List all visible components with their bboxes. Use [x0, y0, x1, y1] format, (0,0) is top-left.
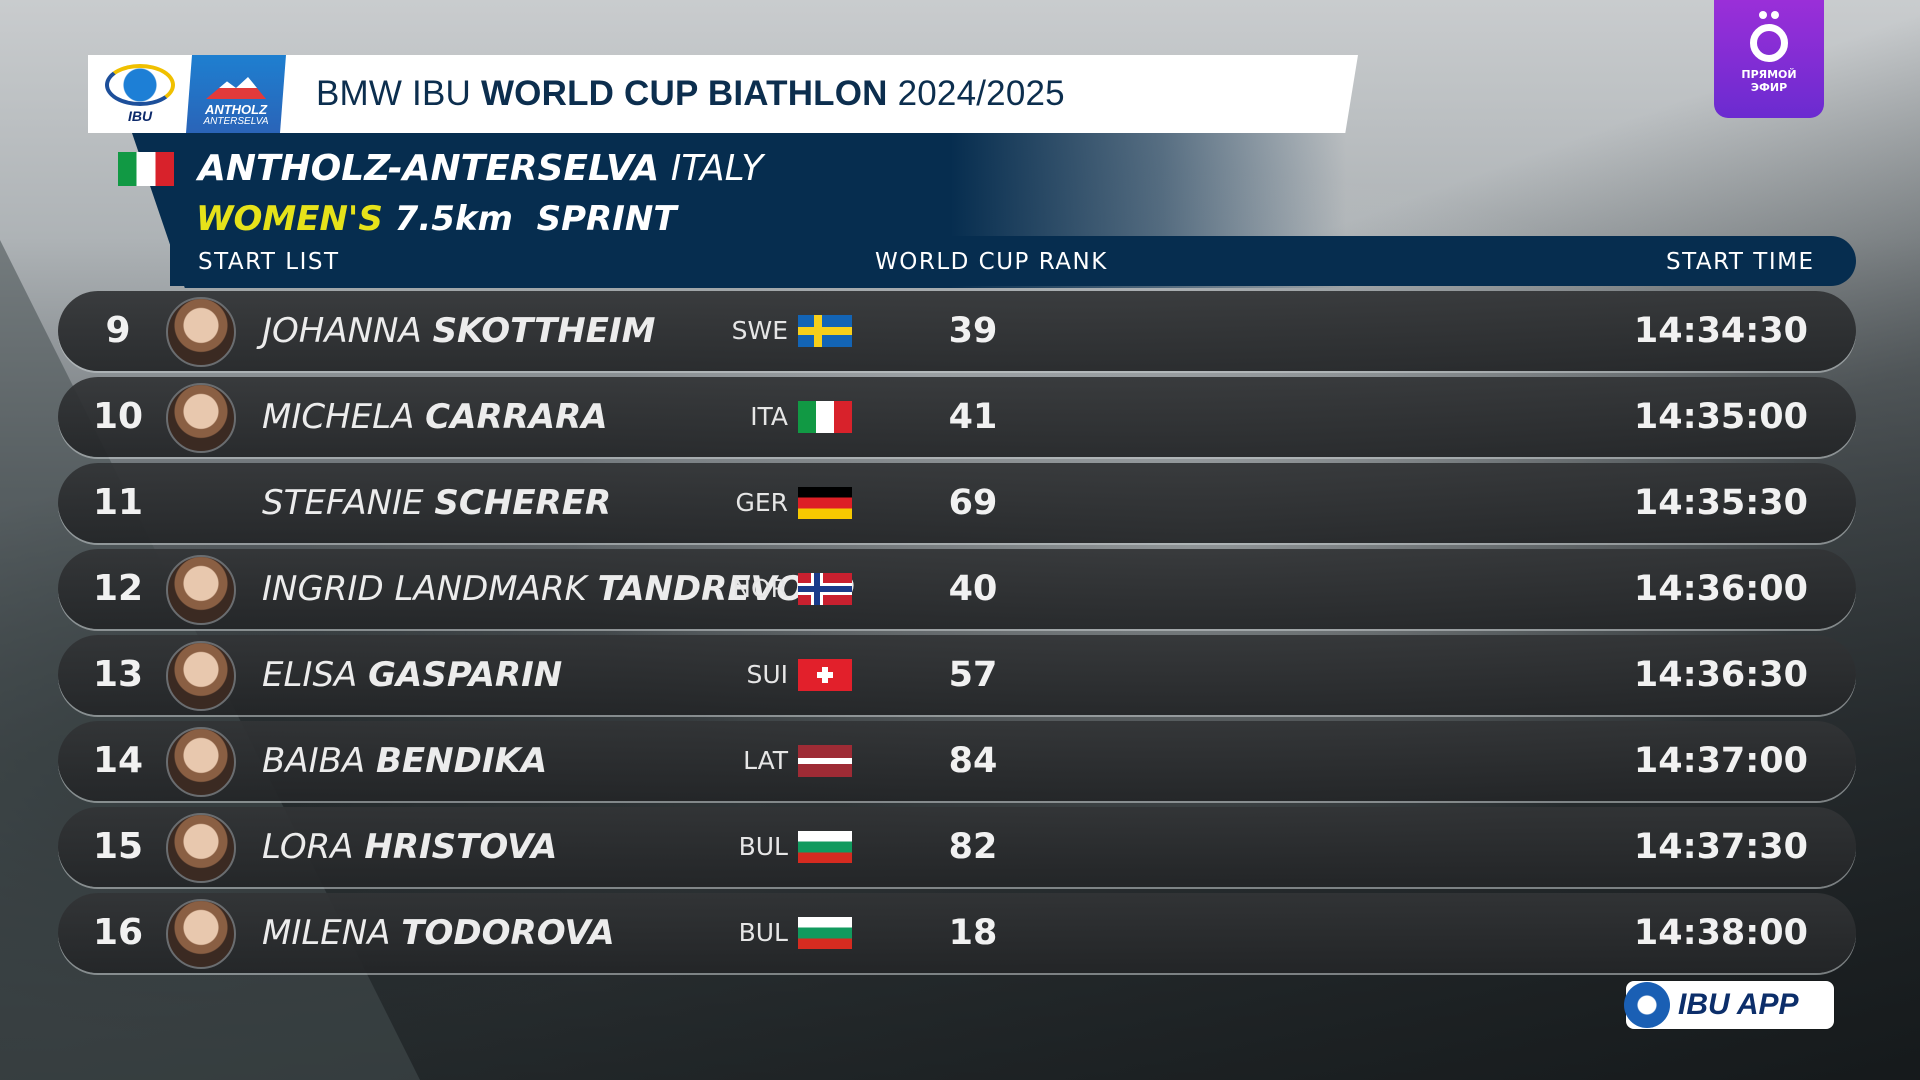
nation-code: LAT: [743, 746, 788, 775]
last-name: CARRARA: [425, 397, 608, 437]
world-cup-rank: 18: [948, 913, 998, 953]
bib-number: 15: [92, 826, 144, 867]
athlete-row: 11 STEFANIE SCHERER GER 69 14:35:30: [58, 463, 1856, 543]
first-name: JOHANNA: [262, 311, 422, 351]
first-name: BAIBA: [262, 741, 366, 781]
bib-number: 10: [92, 396, 144, 437]
first-name: LORA: [262, 827, 354, 867]
antholz-logo: ANTHOLZ ANTERSELVA: [186, 55, 286, 133]
race-title: WOMEN'S 7.5km SPRINT: [196, 199, 677, 239]
world-cup-rank: 41: [948, 397, 998, 437]
ibu-logo: IBU: [96, 55, 184, 133]
bul-flag-icon: [798, 917, 852, 949]
lat-flag-icon: [798, 745, 852, 777]
first-name: INGRID LANDMARK: [262, 569, 587, 609]
world-cup-rank: 57: [948, 655, 998, 695]
column-header-bar: [170, 236, 1856, 286]
ibu-app-badge: IBU APP: [1624, 981, 1834, 1029]
header-bar: [88, 55, 1358, 133]
col-world-cup-rank: WORLD CUP RANK: [875, 249, 1108, 275]
athlete-row: 12 INGRID LANDMARK TANDREVOLD NOR 40 14:36:0…: [58, 549, 1856, 629]
swe-flag-icon: [798, 315, 852, 347]
sui-flag-icon: [798, 659, 852, 691]
competition-title: BMW IBU WORLD CUP BIATHLON 2024/2025: [316, 74, 1065, 113]
athlete-name: JOHANNA SKOTTHEIM: [262, 291, 655, 371]
athlete-name: MICHELA CARRARA: [262, 377, 608, 457]
start-time: 14:35:00: [1633, 397, 1808, 437]
athlete-name: LORA HRISTOVA: [262, 807, 557, 887]
athlete-photo: [166, 641, 236, 711]
world-cup-rank: 82: [948, 827, 998, 867]
col-start-list: START LIST: [198, 249, 340, 275]
bib-number: 9: [105, 310, 131, 351]
last-name: SCHERER: [434, 483, 612, 523]
athlete-name: ELISA GASPARIN: [262, 635, 562, 715]
channel-badge: ПРЯМОЙ ЭФИР: [1714, 0, 1824, 118]
channel-logo-icon: [1750, 11, 1788, 62]
bib-number: 16: [92, 912, 144, 953]
nation-code: GER: [735, 488, 788, 517]
athlete-photo: [166, 297, 236, 367]
col-start-time: START TIME: [1666, 249, 1815, 275]
bib-number: 14: [92, 740, 144, 781]
athlete-photo: [166, 383, 236, 453]
ibu-globe-icon: [105, 64, 175, 106]
nation-code: BUL: [738, 918, 788, 947]
bib-number: 11: [92, 482, 144, 523]
athlete-name: STEFANIE SCHERER: [262, 463, 611, 543]
athlete-row: 14 BAIBA BENDIKA LAT 84 14:37:00: [58, 721, 1856, 801]
bib-number: 12: [92, 568, 144, 609]
bib-number: 13: [92, 654, 144, 695]
first-name: STEFANIE: [262, 483, 424, 523]
start-time: 14:37:00: [1633, 741, 1808, 781]
bul-flag-icon: [798, 831, 852, 863]
world-cup-rank: 40: [948, 569, 998, 609]
world-cup-rank: 39: [948, 311, 998, 351]
first-name: MILENA: [262, 913, 391, 953]
start-time: 14:37:30: [1633, 827, 1808, 867]
athlete-photo: [166, 899, 236, 969]
last-name: BENDIKA: [376, 741, 548, 781]
ita-flag-icon: [798, 401, 852, 433]
start-time: 14:38:00: [1633, 913, 1808, 953]
start-time: 14:35:30: [1633, 483, 1808, 523]
ger-flag-icon: [798, 487, 852, 519]
last-name: SKOTTHEIM: [432, 311, 656, 351]
first-name: MICHELA: [262, 397, 415, 437]
athlete-row: 15 LORA HRISTOVA BUL 82 14:37:30: [58, 807, 1856, 887]
athlete-row: 13 ELISA GASPARIN SUI 57 14:36:30: [58, 635, 1856, 715]
start-time: 14:36:30: [1633, 655, 1808, 695]
nation-code: ITA: [750, 402, 788, 431]
italy-flag-icon: [118, 152, 174, 186]
nor-flag-icon: [798, 573, 852, 605]
athlete-photo: [166, 555, 236, 625]
last-name: TODOROVA: [401, 913, 615, 953]
athlete-row: 9 JOHANNA SKOTTHEIM SWE 39 14:34:30: [58, 291, 1856, 371]
first-name: ELISA: [262, 655, 358, 695]
world-cup-rank: 84: [948, 741, 998, 781]
last-name: GASPARIN: [368, 655, 563, 695]
nation-code: BUL: [738, 832, 788, 861]
world-cup-rank: 69: [948, 483, 998, 523]
start-time: 14:36:00: [1633, 569, 1808, 609]
nation-code: SWE: [731, 316, 788, 345]
athlete-row: 10 MICHELA CARRARA ITA 41 14:35:00: [58, 377, 1856, 457]
ibu-app-icon: [1624, 982, 1670, 1028]
nation-code: NOR: [732, 574, 788, 603]
start-time: 14:34:30: [1633, 311, 1808, 351]
last-name: HRISTOVA: [364, 827, 558, 867]
mountain-icon: [206, 77, 266, 99]
athlete-name: MILENA TODOROVA: [262, 893, 615, 973]
athlete-name: BAIBA BENDIKA: [262, 721, 547, 801]
athlete-photo: [166, 813, 236, 883]
athlete-row: 16 MILENA TODOROVA BUL 18 14:38:00: [58, 893, 1856, 973]
nation-code: SUI: [746, 660, 788, 689]
athlete-photo: [166, 727, 236, 797]
venue-title: ANTHOLZ-ANTERSELVA ITALY: [198, 148, 764, 189]
